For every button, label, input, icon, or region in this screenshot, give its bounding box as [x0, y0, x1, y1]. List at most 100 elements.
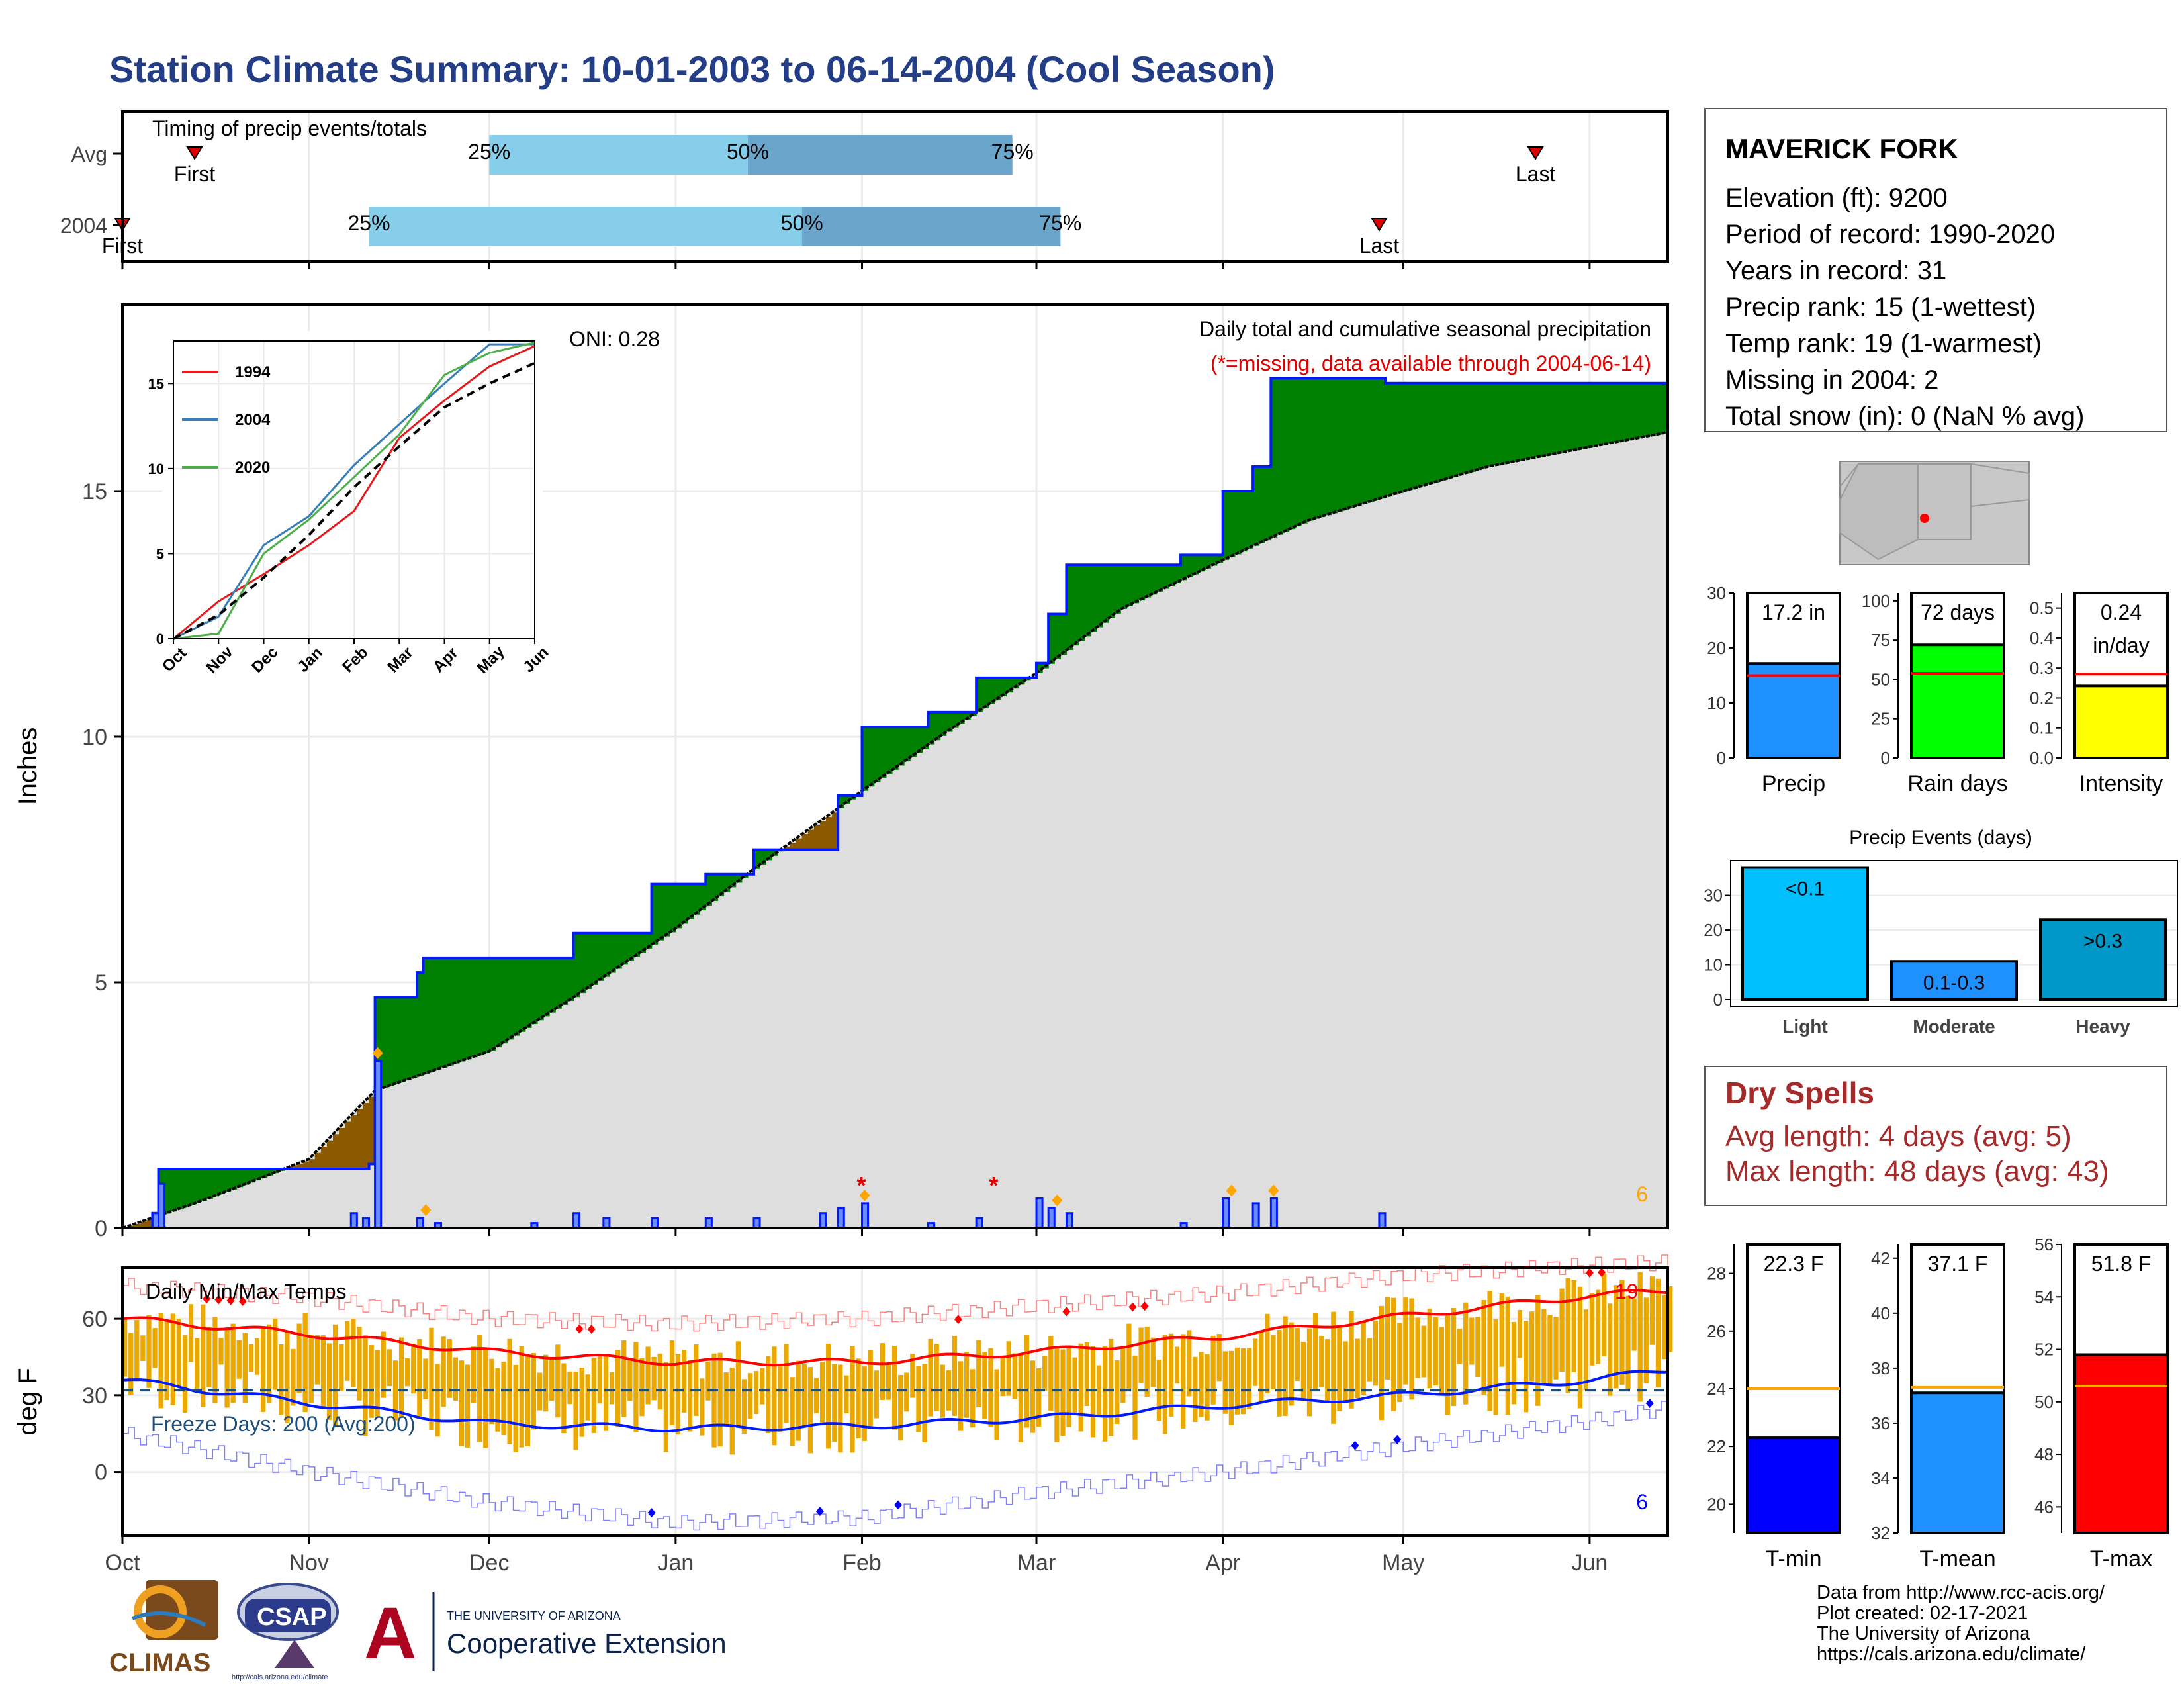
- tmean-avg-value-label: 37.1 F: [1928, 1252, 1988, 1276]
- above-average-band: [639, 933, 647, 953]
- above-average-band: [1493, 383, 1500, 466]
- tmean-avg-y-tick-label: 42: [1871, 1248, 1890, 1268]
- daily-temp-range-bar: [1054, 1346, 1060, 1442]
- timing-chart: Timing of precip events/totals Avg 25% 50% 7…: [60, 110, 1669, 269]
- above-average-band: [1577, 383, 1584, 449]
- below-average-band: [140, 1221, 147, 1228]
- above-average-band: [254, 1168, 261, 1180]
- above-average-band: [1054, 614, 1061, 659]
- daily-temp-range-bar: [291, 1348, 296, 1406]
- record-high-envelope: [122, 1254, 1668, 1332]
- main-annotation-title: Daily total and cumulative seasonal prec…: [1199, 317, 1651, 341]
- tmax-avg-y-tick-label: 52: [2034, 1340, 2054, 1360]
- daily-temp-range-bar: [904, 1372, 909, 1412]
- daily-temp-range-bar: [254, 1338, 260, 1375]
- daily-temp-range-bar: [525, 1356, 531, 1446]
- years-label: Years in record: 31: [1725, 256, 1947, 285]
- below-average-band: [357, 1109, 364, 1169]
- above-average-band: [1126, 565, 1133, 606]
- above-average-band: [1000, 677, 1007, 697]
- daily-temp-range-bar: [1078, 1343, 1083, 1432]
- above-average-band: [1535, 383, 1542, 457]
- above-average-band: [970, 712, 977, 716]
- daily-temp-range-bar: [1577, 1286, 1582, 1409]
- above-average-band: [459, 957, 466, 1062]
- above-average-band: [549, 957, 556, 1013]
- above-average-band: [1132, 565, 1140, 604]
- daily-temp-range-bar: [711, 1353, 717, 1448]
- daily-temp-range-bar: [982, 1352, 987, 1419]
- month-tick-label: Dec: [469, 1550, 509, 1575]
- tmax-avg-y-tick-label: 54: [2034, 1287, 2054, 1307]
- daily-temp-range-bar: [152, 1328, 158, 1368]
- above-average-band: [1463, 383, 1470, 474]
- daily-temp-range-bar: [308, 1335, 314, 1403]
- daily-temp-range-bar: [296, 1323, 302, 1393]
- daily-precip-bar: [1251, 1202, 1260, 1229]
- daily-temp-range-bar: [339, 1344, 344, 1391]
- above-average-band: [880, 727, 887, 778]
- record-high-marker: [587, 1324, 596, 1334]
- inset-y-tick-label: 5: [156, 545, 164, 562]
- daily-temp-range-bar: [1655, 1278, 1661, 1388]
- timing-p75-label: 75%: [991, 140, 1034, 164]
- above-average-band: [1529, 383, 1536, 459]
- daily-temp-range-bar: [1199, 1352, 1204, 1417]
- tmax-avg-y-tick-label: 48: [2034, 1444, 2054, 1464]
- tmax-avg-value-label: 51.8 F: [2091, 1252, 2152, 1276]
- ua-logo: A THE UNIVERSITY OF ARIZONA Cooperative …: [364, 1592, 727, 1674]
- daily-temp-range-bar: [519, 1346, 524, 1448]
- tmin-avg-y-tick-label: 22: [1707, 1436, 1726, 1456]
- events-y-tick-label: 0: [1713, 990, 1723, 1009]
- daily-temp-range-bar: [729, 1368, 735, 1455]
- daily-temp-range-bar: [561, 1363, 567, 1434]
- above-average-band: [417, 972, 424, 1076]
- daily-temp-range-bar: [609, 1372, 615, 1405]
- climas-sun-icon: [134, 1585, 187, 1638]
- daily-temp-range-bar: [1162, 1335, 1168, 1434]
- daily-temp-range-bar: [688, 1360, 693, 1432]
- above-average-band: [1355, 378, 1362, 506]
- daily-temp-range-bar: [838, 1364, 843, 1453]
- daily-temp-range-bar: [230, 1323, 236, 1403]
- daily-temp-range-bar: [423, 1358, 428, 1400]
- temp-y-tick-label: 0: [95, 1460, 107, 1485]
- daily-temp-range-bar: [1132, 1355, 1138, 1440]
- above-average-band: [531, 957, 538, 1025]
- rain-days-y-tick-label: 50: [1871, 669, 1890, 689]
- daily-precip-bar: [837, 1207, 845, 1229]
- above-average-band: [705, 874, 712, 906]
- intensity-y-tick-label: 0.2: [2030, 688, 2054, 708]
- daily-temp-range-bar: [1349, 1311, 1354, 1409]
- climas-text: CLIMAS: [109, 1648, 210, 1677]
- above-average-band: [675, 884, 682, 929]
- above-average-band: [1619, 383, 1627, 442]
- intensity-category-label: Intensity: [2079, 771, 2163, 796]
- daily-temp-range-bar: [242, 1333, 248, 1403]
- month-tick-label: Mar: [1017, 1550, 1056, 1575]
- above-average-band: [212, 1168, 219, 1197]
- daily-temp-range-bar: [1168, 1333, 1174, 1417]
- above-average-band: [170, 1168, 177, 1212]
- intensity-y-tick-label: 0.1: [2030, 718, 2054, 738]
- daily-temp-range-bar: [1181, 1334, 1186, 1429]
- daily-temp-range-bar: [441, 1336, 446, 1407]
- csap-url: http://cals.arizona.edu/climate: [232, 1673, 328, 1681]
- record-high-marker: [954, 1315, 962, 1325]
- daily-temp-range-bar: [417, 1339, 422, 1417]
- state-border: [1970, 463, 2030, 507]
- above-average-band: [1379, 378, 1386, 499]
- above-average-band: [1036, 663, 1043, 673]
- credit-url: https://cals.arizona.edu/climate/: [1817, 1644, 2086, 1665]
- daily-temp-range-bar: [766, 1356, 771, 1434]
- daily-temp-range-bar: [405, 1358, 410, 1387]
- event-category-label: Moderate: [1913, 1016, 1995, 1037]
- record-low-marker: [815, 1507, 824, 1517]
- above-average-band: [1583, 383, 1590, 448]
- above-average-band: [1300, 378, 1308, 524]
- last-event-label: Last: [1516, 162, 1556, 186]
- above-average-band: [1084, 565, 1091, 637]
- above-average-band: [1631, 383, 1639, 440]
- daily-temp-range-bar: [1451, 1308, 1457, 1407]
- tmax-avg-category-label: T-max: [2090, 1546, 2152, 1571]
